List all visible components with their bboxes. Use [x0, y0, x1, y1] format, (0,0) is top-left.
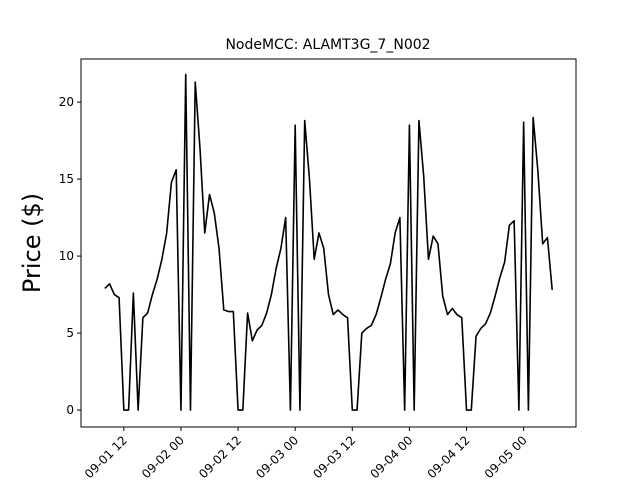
line-series: [104, 73, 553, 411]
y-tick-label: 0: [66, 403, 74, 417]
chart-title: NodeMCC: ALAMT3G_7_N002: [225, 37, 430, 53]
plot-frame: [80, 58, 577, 428]
y-tick-label: 10: [59, 249, 74, 263]
y-tick-label: 15: [59, 172, 74, 186]
y-tick-label: 5: [66, 326, 74, 340]
y-axis-label: Price ($): [18, 193, 46, 293]
y-tick-label: 20: [59, 95, 74, 109]
